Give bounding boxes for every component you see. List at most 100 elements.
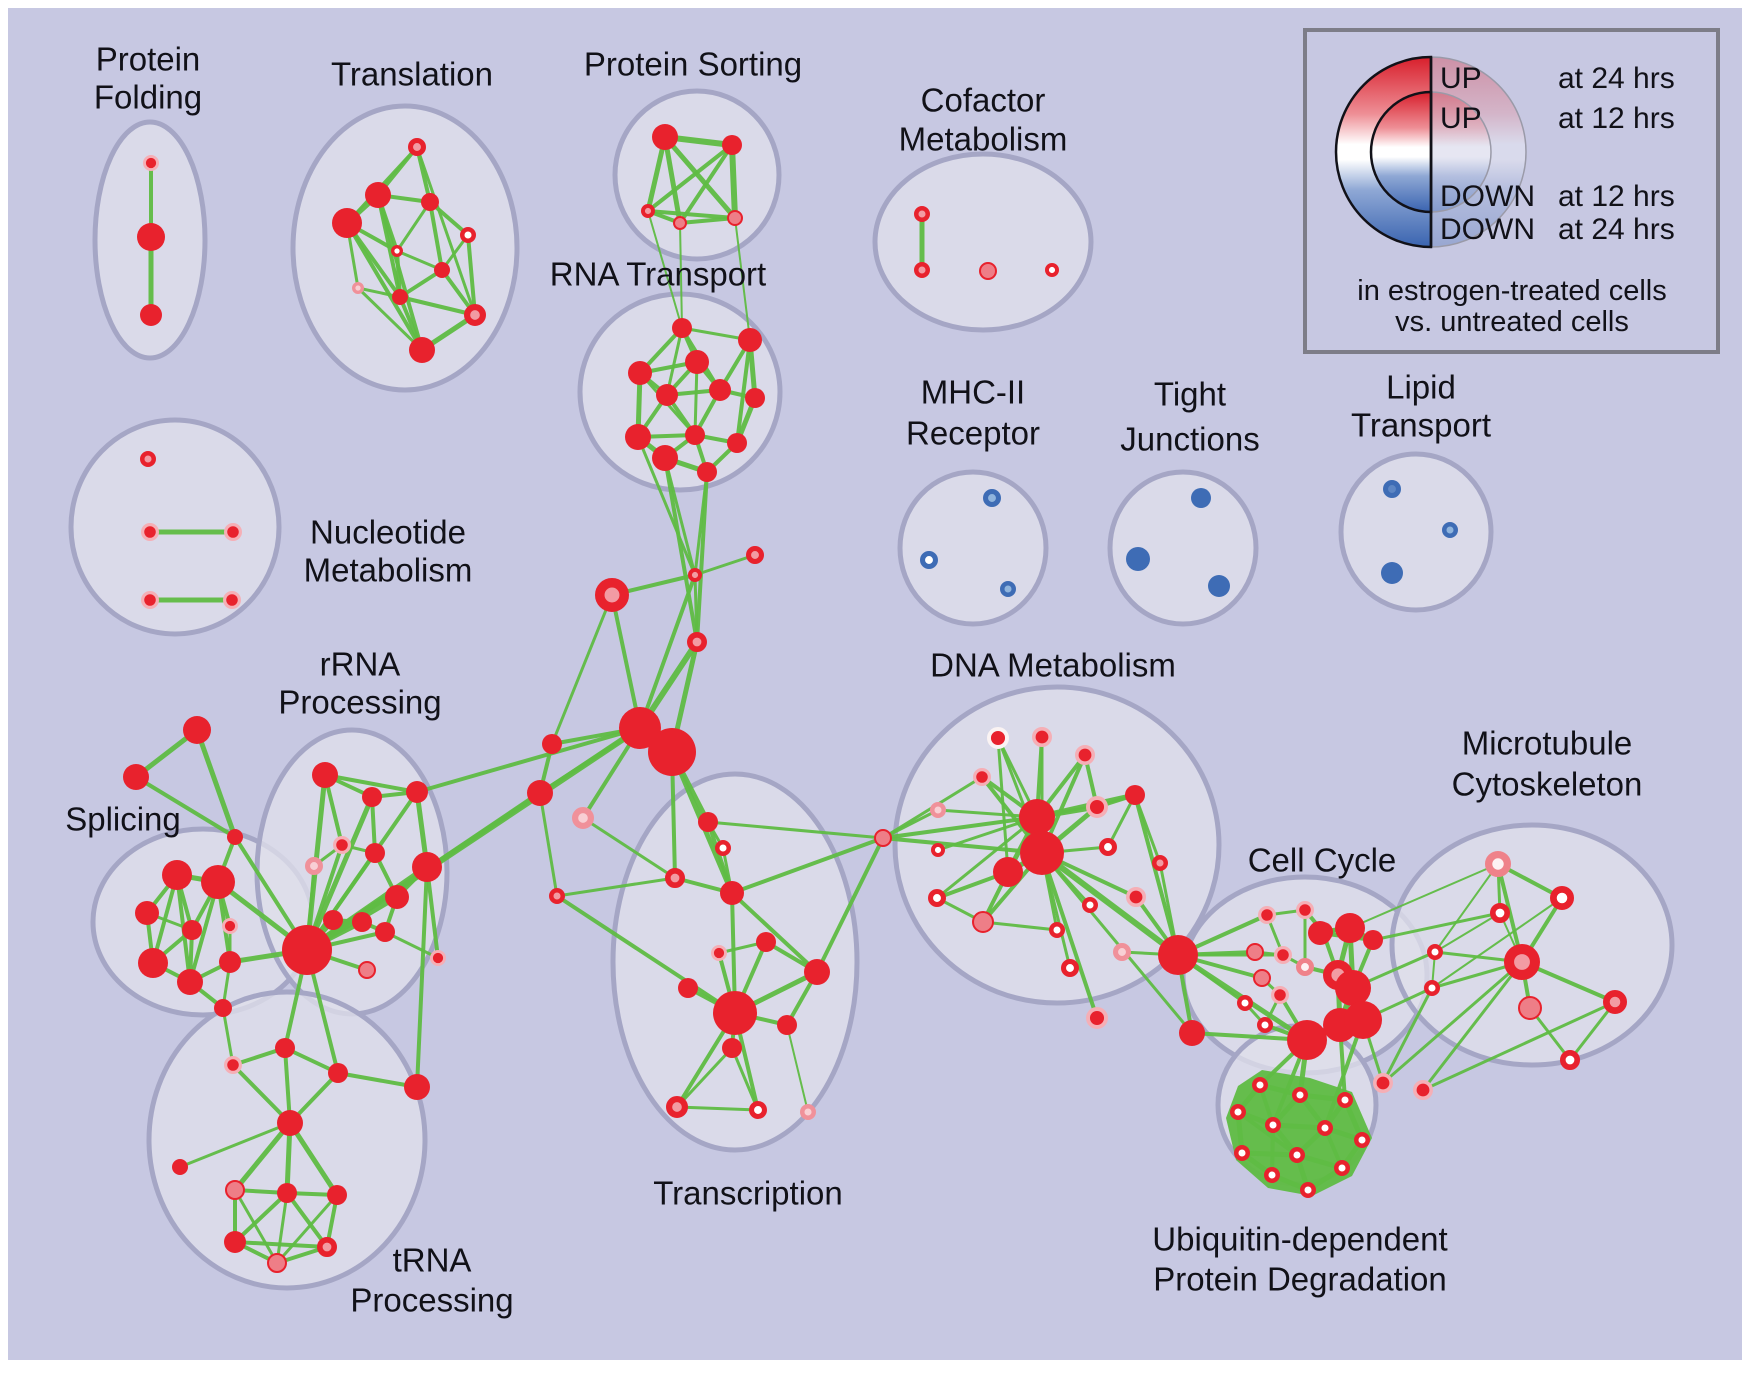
network-edge <box>356 286 424 352</box>
network-node-blue <box>1191 488 1211 508</box>
network-node-halo <box>332 835 351 854</box>
cluster-label-splicing: Splicing <box>65 801 181 838</box>
cluster-label-lipid-transport: Lipid <box>1386 369 1456 406</box>
network-node-halo <box>1270 985 1289 1004</box>
network-edge <box>1039 850 1181 958</box>
network-node-halo <box>222 918 239 935</box>
network-node-pink <box>358 961 376 979</box>
network-edge <box>555 894 737 1015</box>
network-edge <box>1323 1018 1365 1130</box>
network-node-red <box>434 262 450 278</box>
network-node-wring <box>1236 994 1253 1011</box>
network-node-pink <box>1253 969 1271 987</box>
network-edge <box>678 143 734 225</box>
network-node-wring <box>928 889 947 908</box>
cluster-label-rrna-processing: rRNA <box>320 646 401 683</box>
network-edge <box>134 775 237 839</box>
network-node-red <box>652 124 678 150</box>
network-node-wring <box>714 839 731 856</box>
network-edge <box>233 1188 279 1265</box>
network-edge <box>981 920 1059 932</box>
network-node-red <box>619 707 661 749</box>
network-node-red <box>182 920 202 940</box>
network-node-red <box>720 881 744 905</box>
network-edge <box>1371 911 1502 942</box>
network-edge <box>693 553 757 577</box>
network-node-pink <box>267 1253 287 1273</box>
network-node-pale <box>304 857 323 876</box>
network-node-red <box>365 182 391 208</box>
network-node-halo <box>1075 744 1096 765</box>
network-edge <box>398 268 444 299</box>
cluster-label-microtubule-cytoskeleton: Microtubule <box>1462 725 1633 762</box>
network-node-wring <box>1426 943 1443 960</box>
network-node-pale <box>1113 943 1132 962</box>
network-node-red <box>362 787 382 807</box>
cluster-label-dna-metabolism: DNA Metabolism <box>930 647 1176 684</box>
network-node-halo <box>1295 900 1314 919</box>
network-node-wring <box>1291 1086 1308 1103</box>
network-node-bring <box>999 580 1016 597</box>
network-node-halo <box>711 945 728 962</box>
network-node-wring <box>931 843 946 858</box>
network-node-halo <box>140 590 159 609</box>
network-edge <box>178 1121 292 1169</box>
network-edge <box>1568 1000 1617 1062</box>
network-edge <box>1431 897 1563 989</box>
legend-direction-label: UP <box>1440 62 1482 95</box>
network-node-wring <box>1316 1119 1333 1136</box>
network-node-red <box>277 1183 297 1203</box>
network-node-red <box>328 1063 348 1083</box>
network-node-red <box>406 781 428 803</box>
network-node-pwring <box>1485 851 1512 878</box>
network-node-red <box>385 885 409 909</box>
network-edge <box>425 865 440 960</box>
network-edge <box>550 593 614 746</box>
network-node-wring <box>1560 1050 1581 1071</box>
network-node-red <box>138 948 168 978</box>
network-node-pink <box>874 829 892 847</box>
cluster-label-microtubule-cytoskeleton: Cytoskeleton <box>1452 766 1643 803</box>
network-node-red <box>277 1110 303 1136</box>
network-node-red <box>323 910 343 930</box>
network-edge <box>881 815 1039 840</box>
network-edge <box>345 221 424 352</box>
network-node-pale <box>929 801 946 818</box>
cluster-label-protein-folding: Folding <box>94 79 202 116</box>
network-node-red <box>404 1074 430 1100</box>
network-edge <box>678 216 737 225</box>
network-edge <box>581 816 677 880</box>
network-node-red <box>1020 831 1064 875</box>
network-edge <box>287 1120 340 1198</box>
network-edge <box>786 1024 809 1113</box>
network-edge <box>1421 960 1524 1092</box>
network-node-pring <box>688 568 703 583</box>
network-node-red <box>756 932 776 952</box>
network-node-pink <box>225 1180 245 1200</box>
cluster-ellipse-cofactor-metabolism <box>872 151 1094 333</box>
network-node-red <box>137 223 165 251</box>
network-node-red <box>709 379 731 401</box>
legend-time-label: at 24 hrs <box>1558 62 1675 95</box>
network-node-pring <box>746 546 765 565</box>
network-node-wring <box>1256 1016 1273 1033</box>
network-edge <box>734 217 751 341</box>
network-node-red <box>409 337 435 363</box>
network-node-wring <box>1299 1181 1316 1198</box>
cluster-label-tight-junctions: Tight <box>1154 376 1226 413</box>
network-edge <box>610 593 642 730</box>
network-edge <box>428 200 444 272</box>
network-node-halo <box>1032 726 1053 747</box>
network-node-pring <box>1602 989 1627 1014</box>
network-edge <box>415 145 477 317</box>
network-node-bring <box>983 488 1002 507</box>
cluster-label-lipid-transport: Transport <box>1351 407 1491 444</box>
network-node-bring <box>1441 521 1458 538</box>
network-edge <box>881 808 940 840</box>
network-node-pring <box>666 1095 689 1118</box>
cluster-label-cofactor-metabolism: Metabolism <box>899 121 1068 158</box>
cluster-ellipse-nucleotide-metabolism <box>68 417 282 637</box>
network-node-wring <box>1229 1103 1246 1120</box>
cluster-label-ubiquitin-degradation: Protein Degradation <box>1153 1261 1447 1298</box>
network-edge <box>466 233 477 317</box>
